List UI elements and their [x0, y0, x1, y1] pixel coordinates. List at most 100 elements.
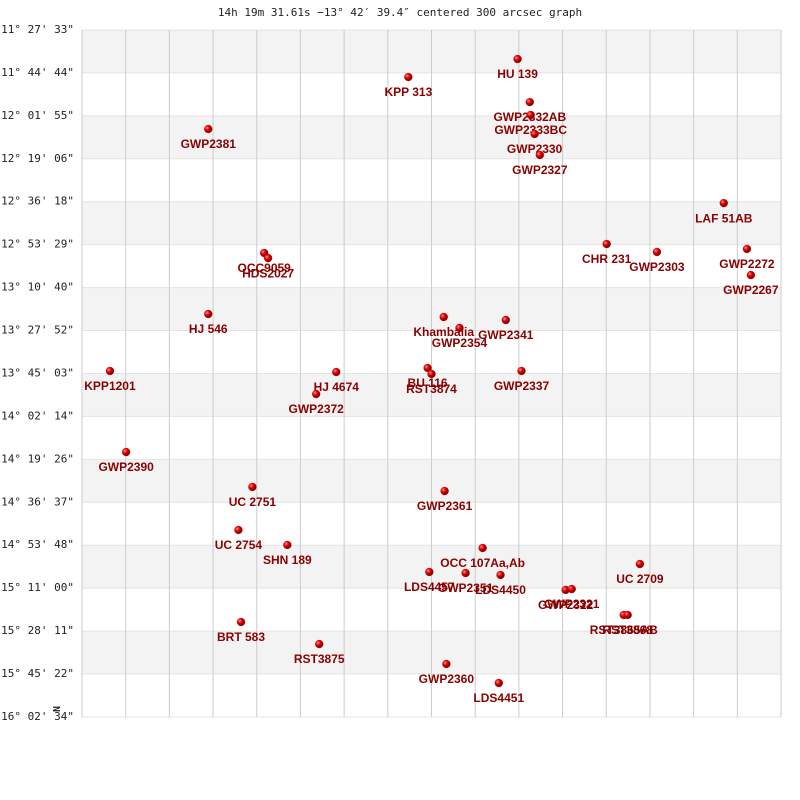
- star: [635, 559, 645, 569]
- star-label: GWP2322: [538, 598, 594, 612]
- star: [455, 323, 464, 333]
- star-label: GWP2303: [629, 260, 685, 274]
- star: [204, 124, 213, 134]
- star-label: LAF 51AB: [695, 211, 753, 225]
- star: [332, 367, 341, 377]
- star-label: GWP2337: [494, 379, 550, 393]
- y-tick-label: -14° 19' 26": [0, 452, 74, 465]
- y-tick-label: -13° 45' 03": [0, 366, 74, 379]
- star: [478, 543, 487, 553]
- star-label: RST3874: [406, 382, 457, 396]
- y-tick-label: -12° 53' 29": [0, 238, 74, 251]
- star: [602, 239, 611, 249]
- star: [121, 447, 131, 457]
- y-tick-label: -16° 02' 34": [0, 710, 74, 723]
- y-tick-label: -13° 27' 52": [0, 324, 74, 337]
- star-label: GWP2333BC: [494, 123, 567, 137]
- star-label: OCC 107Aa,Ab: [440, 556, 525, 570]
- star-label: GWP2351: [438, 581, 494, 595]
- y-tick-label: -14° 53' 48": [0, 538, 74, 551]
- y-tick-label: -15° 11' 00": [0, 581, 74, 594]
- star-label: GWP2321: [544, 597, 600, 611]
- star-label: BU 116: [408, 376, 448, 390]
- star: [530, 129, 539, 139]
- star-label: OCC9059: [237, 261, 291, 275]
- star: [315, 639, 324, 649]
- star-label: GWP2272: [719, 257, 775, 271]
- star-label: HU 139: [497, 67, 538, 81]
- star-label: GWP2327: [512, 163, 568, 177]
- star-label: HJ 546: [189, 322, 228, 336]
- star-label: GWP2390: [98, 460, 154, 474]
- star: [494, 678, 503, 688]
- star-label: GWP2267: [723, 283, 779, 297]
- star-label: GWP2330: [507, 142, 563, 156]
- star: [719, 198, 728, 208]
- star-label: RST3865AB: [590, 623, 658, 637]
- star-label: UC 2751: [229, 495, 277, 509]
- y-tick-label: -12° 19' 06": [0, 152, 74, 165]
- star-label: GWP2381: [181, 137, 237, 151]
- star-label: HJ 4674: [314, 380, 360, 394]
- star: [517, 366, 526, 376]
- star: [440, 486, 449, 496]
- star-label: GWP2354: [432, 336, 488, 350]
- star: [236, 617, 246, 627]
- star-label: LDS4451: [473, 691, 524, 705]
- star-label: SHN 189: [263, 553, 312, 567]
- star-label: LDS4450: [475, 583, 526, 597]
- star-label: GWP2341: [478, 328, 534, 342]
- star: [526, 110, 535, 120]
- star: [204, 309, 213, 319]
- y-tick-label: -12° 01' 55": [0, 109, 74, 122]
- star: [234, 525, 243, 535]
- star: [501, 315, 510, 325]
- star: [567, 584, 576, 594]
- star-label: HDS2027: [242, 266, 294, 280]
- star: [535, 150, 544, 160]
- star-label: CHR 231: [582, 252, 632, 266]
- star: [439, 312, 448, 322]
- star-label: KPP1201: [84, 379, 136, 393]
- star: [623, 610, 632, 620]
- star: [427, 369, 436, 379]
- star: [461, 568, 470, 578]
- star-label: GWP2361: [417, 499, 473, 513]
- y-tick-label: -15° 45' 22": [0, 667, 74, 680]
- star: [525, 97, 534, 107]
- star: [404, 72, 413, 82]
- star: [652, 247, 662, 257]
- y-tick-label: -15° 28' 11": [0, 624, 74, 637]
- star-label: BRT 583: [217, 630, 265, 644]
- star-label: UC 2754: [215, 538, 263, 552]
- star-label: LDS4457: [404, 580, 455, 594]
- star-label: GWP2372: [288, 402, 344, 416]
- y-tick-label: -14° 36' 37": [0, 495, 74, 508]
- star-label: GWP2360: [419, 672, 475, 686]
- star: [513, 54, 522, 64]
- star-label: RST3868: [602, 623, 653, 637]
- star-label: UC 2709: [616, 572, 664, 586]
- y-tick-label: -14° 02' 14": [0, 409, 74, 422]
- star: [442, 659, 451, 669]
- star: [248, 482, 257, 492]
- north-label: N: [52, 706, 63, 712]
- star-label: RST3875: [294, 652, 345, 666]
- star: [105, 366, 115, 376]
- y-tick-label: -11° 27' 33": [0, 23, 74, 36]
- star: [423, 363, 432, 373]
- star: [312, 389, 321, 399]
- y-tick-label: -11° 44' 44": [0, 66, 74, 79]
- chart-title: 14h 19m 31.61s −13° 42′ 39.4″ centered 3…: [218, 6, 582, 19]
- star: [283, 540, 292, 550]
- star-label: KPP 313: [384, 85, 432, 99]
- star: [746, 270, 756, 280]
- star: [496, 570, 505, 580]
- star: [425, 567, 434, 577]
- y-tick-label: -13° 10' 40": [0, 281, 74, 294]
- star: [263, 253, 273, 263]
- y-tick-label: -12° 36' 18": [0, 195, 74, 208]
- star: [742, 244, 752, 254]
